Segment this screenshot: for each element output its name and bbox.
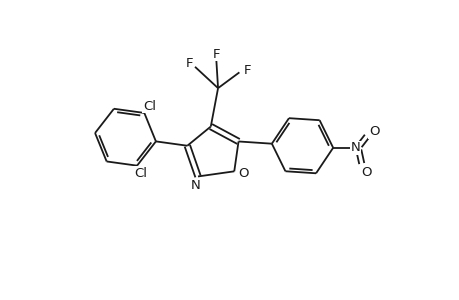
Text: N: N xyxy=(190,179,200,192)
Text: O: O xyxy=(238,167,248,180)
Text: F: F xyxy=(186,57,193,70)
Text: F: F xyxy=(212,47,219,61)
Text: O: O xyxy=(360,166,370,178)
Text: N: N xyxy=(350,141,359,154)
Text: Cl: Cl xyxy=(134,167,146,180)
Text: F: F xyxy=(243,64,250,77)
Text: O: O xyxy=(368,125,379,139)
Text: Cl: Cl xyxy=(143,100,156,113)
